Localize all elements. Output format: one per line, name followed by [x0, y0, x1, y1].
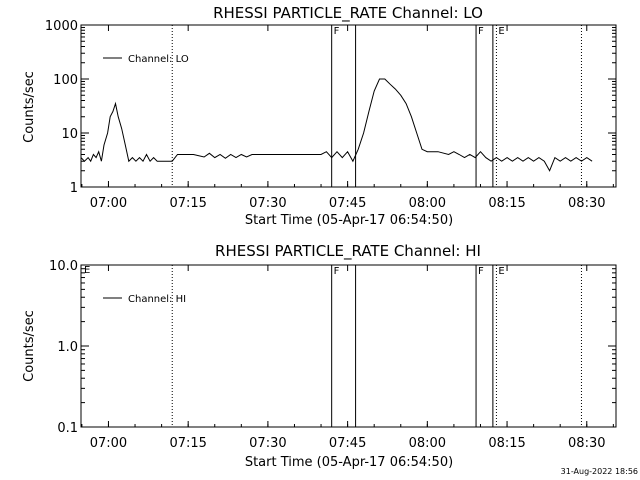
tick-labels-lo: 07:00 07:15 07:30 07:45 08:00 08:15 08:30 1 10 10…	[45, 19, 606, 211]
y-axis-label-lo: Counts/sec	[22, 71, 37, 143]
x-axis-label-hi: Start Time (05-Apr-17 06:54:50)	[245, 455, 453, 470]
marker-letter-hi-0: F	[334, 266, 340, 277]
chart-title-lo: RHESSI PARTICLE_RATE Channel: LO	[213, 4, 483, 23]
axis-ticks-hi	[81, 264, 616, 428]
x-axis-label-lo: Start Time (05-Apr-17 06:54:50)	[245, 213, 453, 228]
marker-letter-hi-1: F	[478, 266, 484, 277]
axis-ticks-lo	[81, 24, 616, 188]
chart-title-hi: RHESSI PARTICLE_RATE Channel: HI	[215, 242, 481, 261]
x-tick-label-lo-4: 08:00	[409, 196, 446, 211]
x-tick-label-lo-5: 08:15	[488, 196, 525, 211]
marker-lines-lo	[171, 25, 582, 187]
legend-label-hi: Channel: HI	[128, 294, 186, 305]
x-tick-label-hi-5: 08:15	[488, 436, 525, 451]
y-tick-label-hi-0: 0.1	[57, 421, 78, 436]
tick-labels-hi: 07:00 07:15 07:30 07:45 08:00 08:15 08:30 0.1 1.…	[49, 259, 605, 451]
y-tick-label-lo-2: 100	[53, 73, 78, 88]
marker-letter-lo-0: F	[334, 26, 340, 37]
left-marker-letter-hi: E	[84, 265, 90, 276]
x-tick-label-hi-1: 07:15	[169, 436, 206, 451]
x-tick-label-lo-0: 07:00	[90, 196, 127, 211]
y-tick-label-hi-2: 10.0	[49, 259, 78, 274]
x-tick-label-hi-6: 08:30	[568, 436, 605, 451]
y-tick-label-lo-3: 1000	[45, 19, 78, 34]
marker-letter-hi-2: E	[498, 266, 504, 277]
y-tick-label-lo-0: 1	[70, 181, 78, 196]
x-tick-label-lo-3: 07:45	[329, 196, 366, 211]
x-tick-label-hi-4: 08:00	[409, 436, 446, 451]
panel-lo: RHESSI PARTICLE_RATE Channel: LO F F E 07:…	[22, 4, 617, 228]
x-tick-label-lo-6: 08:30	[568, 196, 605, 211]
x-tick-label-lo-2: 07:30	[249, 196, 286, 211]
marker-letter-lo-1: F	[478, 26, 484, 37]
panel-hi: RHESSI PARTICLE_RATE Channel: HI F F E 07:…	[22, 242, 617, 470]
x-tick-label-hi-2: 07:30	[249, 436, 286, 451]
marker-letter-lo-2: E	[498, 26, 504, 37]
plot-frame-hi	[80, 264, 617, 428]
y-axis-label-hi: Counts/sec	[22, 310, 37, 382]
series-line-lo-0	[80, 78, 593, 172]
x-tick-label-hi-0: 07:00	[90, 436, 127, 451]
x-tick-label-lo-1: 07:15	[169, 196, 206, 211]
y-tick-label-lo-1: 10	[61, 127, 78, 142]
marker-lines-hi	[171, 265, 582, 427]
y-tick-label-hi-1: 1.0	[57, 340, 78, 355]
legend-label-lo: Channel: LO	[128, 54, 189, 65]
data-series-lo	[80, 78, 593, 172]
x-tick-label-hi-3: 07:45	[329, 436, 366, 451]
footer-timestamp: 31-Aug-2022 18:56	[561, 467, 638, 476]
plot-frame-lo	[80, 24, 617, 188]
